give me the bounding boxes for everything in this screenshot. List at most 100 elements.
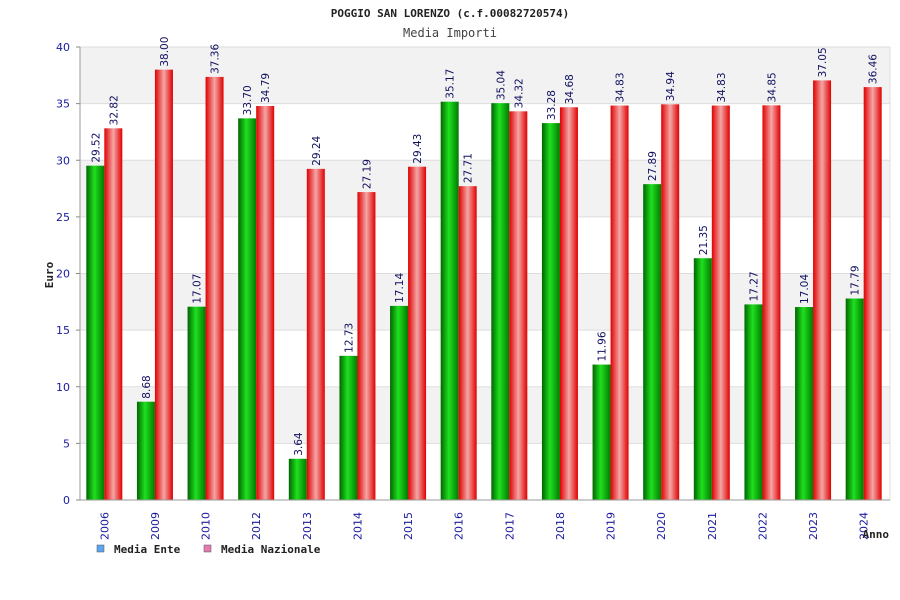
y-tick-label: 5 [63, 437, 70, 450]
bar-media-nazionale [408, 166, 427, 500]
data-label-media-ente: 12.73 [343, 323, 355, 353]
data-label-media-nazionale: 34.83 [716, 72, 728, 102]
data-label-media-nazionale: 32.82 [108, 95, 120, 125]
bar-media-nazionale [205, 76, 224, 500]
bar-media-nazionale [813, 80, 832, 500]
data-label-media-nazionale: 34.94 [665, 71, 677, 101]
data-label-media-nazionale: 37.36 [210, 44, 222, 74]
data-label-media-nazionale: 36.46 [868, 54, 880, 84]
bar-media-nazionale [661, 104, 680, 500]
x-axis: 2006 2009 2010 2012 2013 2014 2015 2016 2017 2018… [80, 499, 890, 540]
bar-media-nazionale [509, 111, 528, 501]
legend: Media Ente Media Nazionale [96, 543, 321, 556]
x-tick-label: 2021 [706, 512, 719, 540]
y-tick-label: 0 [63, 494, 70, 507]
chart-title: POGGIO SAN LORENZO (c.f.00082720574) [331, 7, 569, 20]
data-label-media-ente: 35.17 [445, 69, 457, 99]
data-label-media-nazionale: 29.24 [311, 135, 323, 165]
bar-media-nazionale [458, 186, 477, 500]
bar-media-ente [795, 307, 814, 500]
data-label-media-ente: 11.96 [597, 331, 609, 361]
bar-media-ente [693, 258, 712, 500]
bar-media-ente [643, 184, 662, 500]
y-tick-label: 15 [56, 324, 70, 337]
x-tick-label: 2012 [250, 512, 263, 540]
x-tick-label: 2022 [756, 512, 769, 540]
bar-media-nazionale [256, 106, 275, 501]
x-tick-label: 2024 [858, 512, 871, 540]
bar-media-nazionale [154, 69, 173, 501]
bar-media-ente [744, 304, 763, 500]
bar-media-ente [440, 101, 459, 500]
data-label-media-ente: 17.07 [192, 274, 204, 304]
x-axis-label: Anno [863, 528, 890, 541]
x-tick-label: 2009 [149, 512, 162, 540]
y-tick-label: 25 [56, 211, 70, 224]
x-tick-label: 2015 [402, 512, 415, 540]
data-label-media-nazionale: 27.19 [361, 159, 373, 189]
bar-media-nazionale [711, 105, 730, 501]
chart-subtitle: Media Importi [403, 26, 497, 40]
x-tick-label: 2019 [605, 512, 618, 540]
data-label-media-ente: 17.27 [748, 271, 760, 301]
x-tick-label: 2018 [554, 512, 567, 540]
x-tick-label: 2013 [301, 512, 314, 540]
data-label-media-nazionale: 29.43 [412, 134, 424, 164]
bar-media-nazionale [559, 107, 578, 501]
x-tick-label: 2016 [453, 512, 466, 540]
bar-media-ente [541, 123, 560, 500]
legend-label-media-ente: Media Ente [114, 543, 181, 556]
y-tick-label: 30 [56, 154, 70, 167]
legend-swatch-media-ente [96, 544, 105, 553]
y-axis: 0 5 10 15 20 25 30 35 40 [56, 41, 81, 507]
data-label-media-ente: 21.35 [698, 225, 710, 255]
bar-media-ente [845, 298, 864, 500]
data-label-media-ente: 17.14 [394, 273, 406, 303]
bar-media-nazionale [762, 105, 781, 500]
bars: 29.52 32.82 8.68 38.00 17.07 37.36 33.70 34.79 3… [86, 37, 882, 501]
y-tick-label: 35 [56, 98, 70, 111]
bar-media-ente [592, 364, 611, 500]
bar-media-ente [390, 305, 409, 500]
data-label-media-nazionale: 34.68 [564, 74, 576, 104]
x-tick-label: 2020 [655, 512, 668, 540]
data-label-media-nazionale: 34.32 [513, 78, 525, 108]
y-tick-label: 10 [56, 381, 70, 394]
y-tick-label: 40 [56, 41, 70, 54]
bar-media-ente [238, 118, 257, 500]
data-label-media-nazionale: 38.00 [159, 37, 171, 67]
data-label-media-ente: 33.28 [546, 90, 558, 120]
y-axis-label: Euro [43, 261, 56, 288]
bar-media-nazionale [610, 105, 629, 501]
data-label-media-ente: 17.04 [799, 274, 811, 304]
data-label-media-nazionale: 37.05 [817, 47, 829, 77]
data-label-media-ente: 35.04 [495, 70, 507, 100]
legend-label-media-nazionale: Media Nazionale [221, 543, 321, 556]
y-tick-label: 20 [56, 268, 70, 281]
bar-media-nazionale [306, 168, 325, 500]
data-label-media-ente: 29.52 [90, 133, 102, 163]
data-label-media-ente: 33.70 [242, 85, 254, 115]
data-label-media-nazionale: 27.71 [463, 153, 475, 183]
x-tick-label: 2006 [98, 512, 111, 540]
data-label-media-ente: 17.79 [850, 265, 862, 295]
data-label-media-nazionale: 34.83 [615, 72, 627, 102]
x-tick-label: 2017 [503, 512, 516, 540]
legend-swatch-media-nazionale [203, 544, 212, 553]
data-label-media-ente: 3.64 [293, 432, 305, 456]
bar-media-ente [86, 165, 105, 500]
x-tick-label: 2014 [351, 512, 364, 540]
bar-media-ente [288, 458, 307, 500]
bar-media-ente [187, 306, 206, 500]
x-tick-label: 2010 [200, 512, 213, 540]
bar-media-ente [491, 103, 510, 500]
bar-media-ente [339, 355, 358, 500]
data-label-media-ente: 27.89 [647, 151, 659, 181]
data-label-media-nazionale: 34.85 [766, 72, 778, 102]
bar-media-nazionale [863, 87, 882, 500]
x-tick-label: 2023 [807, 512, 820, 540]
bar-media-nazionale [357, 192, 376, 501]
bar-media-ente [136, 401, 155, 500]
data-label-media-nazionale: 34.79 [260, 73, 272, 103]
